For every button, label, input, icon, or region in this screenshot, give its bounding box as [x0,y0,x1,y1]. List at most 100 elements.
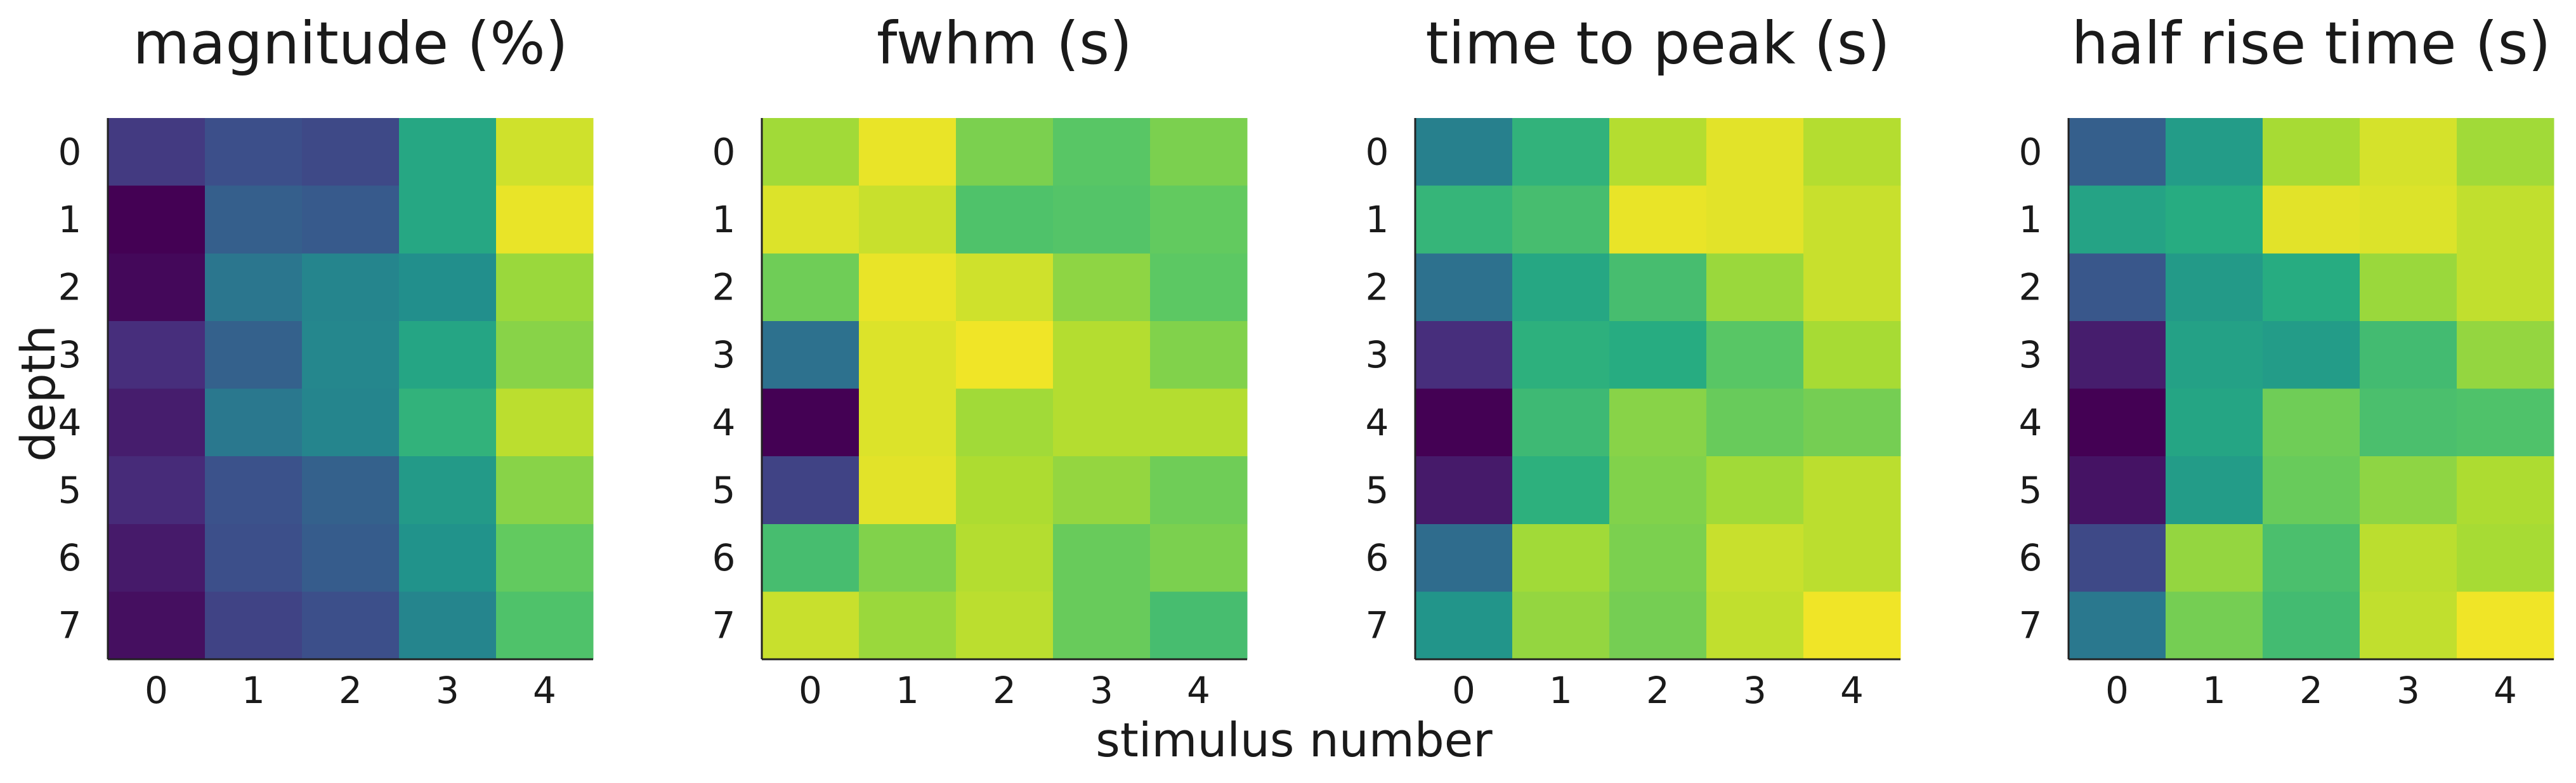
heatmap-cell [1415,388,1513,457]
heatmap-cell [2166,523,2263,592]
heatmap-cell [1803,185,1901,254]
heatmap-cell [762,320,860,390]
x-tick-label: 4 [2494,669,2517,712]
heatmap-cell [1150,456,1248,525]
y-tick-label: 6 [2019,536,2043,579]
heatmap-cell [108,118,206,187]
x-tick-label: 3 [436,669,459,712]
heatmap-cell [1053,185,1151,254]
y-tick-label: 3 [1366,333,1389,376]
heatmap-cell [399,591,497,660]
heatmap-cell [762,388,860,457]
y-tick-label: 6 [1366,536,1389,579]
heatmap-cell [2166,456,2263,525]
heatmap-cell [302,591,400,660]
heatmap-cell [1803,456,1901,525]
heatmap-cell [2263,185,2360,254]
heatmap-cell [762,185,860,254]
heatmap-cell [1706,591,1804,660]
heatmap-cell [108,253,206,322]
heatmap-cell [1706,523,1804,592]
heatmap-cell [1609,253,1707,322]
heatmap-cell [2069,388,2166,457]
heatmap-cell [2457,523,2554,592]
heatmap-cell [762,456,860,525]
heatmap-cell [1053,591,1151,660]
heatmap-cell [302,456,400,525]
heatmap-cell [2166,185,2263,254]
panel-title: fwhm (s) [877,10,1132,77]
heatmap-cell [1609,185,1707,254]
heatmap-cell [2457,118,2554,187]
x-tick-label: 0 [1452,669,1475,712]
x-tick-label: 4 [1840,669,1864,712]
heatmap-panel: fwhm (s) 0 1 2 3 4 0 1 2 3 4 5 6 7 [712,10,1248,712]
x-tick-label: 2 [1646,669,1670,712]
heatmap-cell [1803,118,1901,187]
heatmap-cell [399,253,497,322]
heatmap-cell [2263,523,2360,592]
heatmap-cell [2360,523,2457,592]
heatmap-cell [205,456,303,525]
y-tick-label: 7 [1366,604,1389,647]
x-tick-label: 1 [1549,669,1572,712]
heatmap-cell [496,320,594,390]
y-tick-label: 2 [1366,266,1389,309]
heatmap-cell [1512,253,1610,322]
heatmap-cell [2457,320,2554,390]
heatmap-cell [1150,523,1248,592]
heatmap-cell [1150,320,1248,390]
heatmap-cell [2360,320,2457,390]
heatmap-cell [108,185,206,254]
heatmap-cell [205,523,303,592]
heatmap-cell [2069,320,2166,390]
heatmap-cell [956,523,1054,592]
heatmap-cell [1150,118,1248,187]
x-tick-label: 3 [1743,669,1767,712]
heatmap-cell [1053,456,1151,525]
heatmap-cell [859,185,957,254]
x-tick-label: 1 [896,669,919,712]
y-tick-label: 4 [2019,401,2043,444]
y-tick-label: 1 [1366,198,1389,241]
heatmap-cell [2360,591,2457,660]
heatmap-cell [1609,591,1707,660]
y-tick-label: 0 [58,130,82,173]
heatmap-cell [1415,456,1513,525]
heatmap-cell [2263,253,2360,322]
heatmap-cell [762,253,860,322]
heatmap-cell [1415,185,1513,254]
heatmap-cell [1150,388,1248,457]
x-tick-label: 4 [1187,669,1210,712]
y-tick-label: 7 [2019,604,2043,647]
heatmap-cell [762,523,860,592]
heatmap-cell [496,523,594,592]
heatmap-cell [2360,388,2457,457]
heatmap-cell [1803,591,1901,660]
heatmap-cell [205,388,303,457]
heatmap-cell [1706,388,1804,457]
heatmap-cell [108,388,206,457]
heatmap-cell [1803,253,1901,322]
heatmap-cell [2069,523,2166,592]
heatmap-cell [2069,185,2166,254]
heatmap-cell [108,320,206,390]
heatmap-cell [302,118,400,187]
heatmap-cell [1803,523,1901,592]
heatmap-cell [1609,388,1707,457]
x-axis-label: stimulus number [1095,713,1493,768]
heatmap-cell [496,118,594,187]
heatmap-cell [2263,388,2360,457]
x-tick-label: 3 [1090,669,1113,712]
heatmap-cell [399,388,497,457]
y-tick-label: 2 [712,266,736,309]
heatmap-cell [956,320,1054,390]
heatmap-panel: magnitude (%) 0 1 2 3 4 0 1 2 3 4 5 6 7 [58,10,594,712]
heatmap-cell [1512,591,1610,660]
heatmap-cell [859,320,957,390]
heatmap-cell [1053,253,1151,322]
y-tick-label: 5 [2019,468,2043,511]
heatmap-panel: half rise time (s) 0 1 2 3 4 0 1 2 3 4 5 6 7 [2019,10,2554,712]
heatmap-cell [205,118,303,187]
panel-title: magnitude (%) [133,10,568,77]
